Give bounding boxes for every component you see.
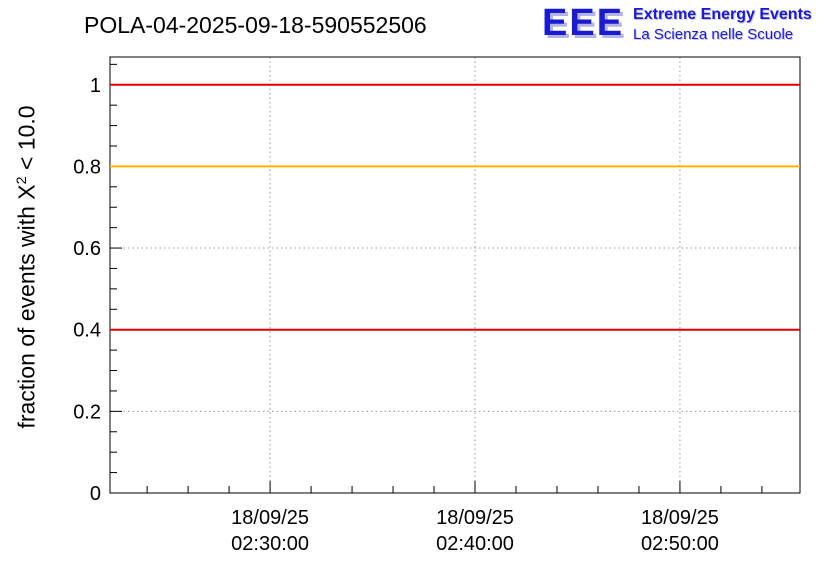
- logo-line-1: Extreme Energy Events: [633, 6, 812, 23]
- logo-line-2: La Scienza nelle Scuole: [633, 26, 794, 43]
- x-tick-time: 02:30:00: [231, 533, 309, 555]
- x-tick-date: 18/09/25: [436, 507, 514, 529]
- x-tick-date: 18/09/25: [231, 507, 309, 529]
- y-tick-label: 0.4: [73, 320, 101, 342]
- y-tick-label: 0.6: [73, 238, 101, 260]
- x-tick-time: 02:40:00: [436, 533, 514, 555]
- chart-title: POLA-04-2025-09-18-590552506: [84, 12, 427, 38]
- y-tick-label: 0: [90, 483, 101, 505]
- eee-logo-text: EEE: [542, 2, 625, 44]
- y-tick-label: 1: [90, 75, 101, 97]
- plot-frame: [109, 56, 801, 494]
- eee-logo: EEE Extreme Energy Events La Scienza nel…: [542, 4, 812, 43]
- y-tick-label: 0.2: [73, 401, 101, 423]
- eee-logo-caption: Extreme Energy Events La Scienza nelle S…: [633, 6, 812, 43]
- y-tick-label: 0.8: [73, 156, 101, 178]
- x-tick-date: 18/09/25: [641, 507, 719, 529]
- x-tick-time: 02:50:00: [641, 533, 719, 555]
